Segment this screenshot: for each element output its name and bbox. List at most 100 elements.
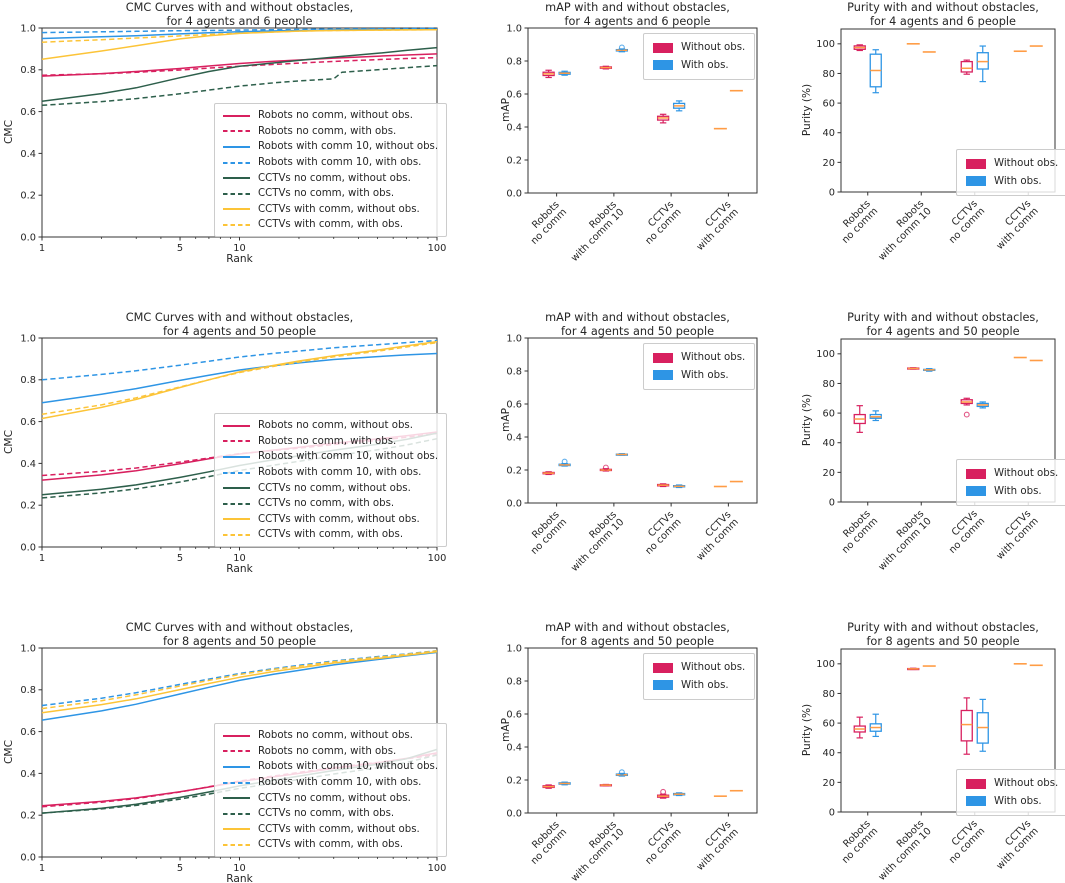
x-axis-label: Rank (226, 873, 253, 883)
legend-label: Robots no comm, with obs. (258, 125, 397, 137)
legend-item: Robots with comm 10, with obs. (223, 775, 438, 791)
legend-item: CCTVs no comm, with obs. (223, 806, 438, 822)
y-tick-label: 0.4 (20, 149, 36, 160)
series-line (41, 28, 438, 43)
x-axis-label: Rank (226, 563, 253, 575)
legend-item: CCTVs with comm, without obs. (223, 822, 438, 838)
legend-line-swatch (223, 223, 250, 226)
y-tick-label: 0.4 (506, 122, 522, 133)
x-tick-label: 5 (177, 553, 183, 564)
legend-label: With obs. (994, 795, 1042, 807)
y-tick-label: 80 (823, 69, 835, 80)
y-tick-label: 0.0 (506, 808, 522, 819)
legend-label: Robots with comm 10, with obs. (258, 467, 422, 479)
y-tick-label: 0.0 (20, 542, 36, 553)
chart-title: mAP with and without obstacles, for 4 ag… (545, 1, 730, 28)
legend-item: With obs. (653, 367, 745, 385)
y-tick-label: 0.4 (506, 742, 522, 753)
x-tick-label: 10 (233, 243, 245, 254)
legend-item: CCTVs no comm, without obs. (223, 170, 438, 186)
category-label: Robotswith comm 10 (869, 818, 934, 883)
x-tick-label: 10 (233, 553, 245, 564)
legend-label: CCTVs with comm, without obs. (258, 203, 420, 215)
x-tick-label: 10 (233, 863, 245, 874)
y-tick-label: 0.0 (20, 852, 36, 863)
category-label: Robotsno comm (833, 818, 881, 866)
y-tick-label: 0.2 (20, 501, 36, 512)
category-label: CCTVswith comm (987, 818, 1041, 872)
y-tick-label: 0.6 (506, 89, 522, 100)
y-tick-label: 0.8 (506, 366, 522, 377)
legend-label: Robots with comm 10, without obs. (258, 761, 439, 773)
boxplot-box (960, 60, 973, 73)
series-line (41, 28, 438, 61)
legend: Without obs. With obs. (643, 343, 756, 390)
y-tick-label: 60 (823, 408, 835, 419)
y-tick-label: 0.8 (20, 685, 36, 696)
x-tick-label: 1 (39, 243, 45, 254)
y-tick-label: 0 (829, 187, 835, 198)
legend-item: With obs. (966, 793, 1058, 811)
legend-label: CCTVs no comm, without obs. (258, 172, 411, 184)
legend-item: With obs. (966, 173, 1058, 191)
legend-label: Without obs. (681, 42, 746, 54)
legend-line-swatch (223, 781, 250, 784)
legend-label: CCTVs with comm, with obs. (258, 529, 404, 541)
x-tick-label: 1 (39, 553, 45, 564)
subplot-cmc-4agents-50people: CMC Curves with and without obstacles, f… (0, 310, 470, 620)
category-label: CCTVsno comm (940, 198, 988, 246)
legend-item: Without obs. (966, 155, 1058, 173)
legend-label: CCTVs with comm, with obs. (258, 219, 404, 231)
category-label: CCTVswith comm (987, 508, 1041, 562)
legend-label: With obs. (681, 369, 729, 381)
legend-item: With obs. (653, 677, 745, 695)
subplot-map-4agents-50people: mAP with and without obstacles, for 4 ag… (500, 310, 790, 620)
legend-item: CCTVs no comm, with obs. (223, 186, 438, 202)
y-tick-label: 80 (823, 689, 835, 700)
legend: Robots no comm, without obs. Robots no co… (214, 103, 448, 237)
plot-area: 0 20 40 60 80 100 Robotsno comm Robotswith comm… (816, 28, 1056, 263)
y-tick-label: 0.8 (506, 676, 522, 687)
legend-label: Without obs. (681, 662, 746, 674)
legend-color-swatch (653, 352, 673, 363)
y-tick-label: 0.4 (20, 769, 36, 780)
category-label: CCTVswith comm (687, 819, 741, 873)
legend-line-swatch (223, 145, 250, 148)
legend-line-swatch (223, 177, 250, 180)
legend-item: Robots with comm 10, without obs. (223, 139, 438, 155)
series-line (41, 432, 438, 477)
legend-item: CCTVs no comm, without obs. (223, 480, 438, 496)
y-tick-label: 20 (823, 468, 835, 479)
legend-item: With obs. (653, 57, 745, 75)
legend-color-swatch (653, 680, 673, 691)
y-tick-label: 0.8 (20, 65, 36, 76)
y-tick-label: 100 (816, 659, 835, 670)
y-tick-label: 0.4 (20, 459, 36, 470)
y-tick-label: 20 (823, 778, 835, 789)
legend-item: Robots no comm, without obs. (223, 108, 438, 124)
category-label: Robotsno comm (522, 509, 570, 557)
legend-line-swatch (223, 130, 250, 133)
y-tick-label: 100 (816, 349, 835, 360)
chart-title: mAP with and without obstacles, for 4 ag… (545, 311, 730, 338)
legend-line-swatch (223, 797, 250, 800)
plot-area: 0.0 0.2 0.4 0.6 0.8 1.0 Robotsno comm Robotswit… (506, 23, 758, 264)
legend-line-swatch (223, 455, 250, 458)
legend: Without obs. With obs. (956, 149, 1065, 196)
legend-line-swatch (223, 487, 250, 490)
plot-area: 0.0 0.2 0.4 0.6 0.8 1.0 1 5 10 100 (20, 333, 446, 564)
y-tick-label: 1.0 (506, 23, 522, 34)
legend-item: CCTVs no comm, without obs. (223, 790, 438, 806)
y-tick-label: 0 (829, 497, 835, 508)
legend-label: Without obs. (681, 352, 746, 364)
x-tick-label: 5 (177, 863, 183, 874)
legend-label: Robots no comm, without obs. (258, 110, 413, 122)
y-tick-label: 1.0 (506, 333, 522, 344)
subplot-cmc-4agents-6people: CMC Curves with and without obstacles, f… (0, 0, 470, 310)
y-tick-label: 0.8 (20, 375, 36, 386)
x-axis-label: Rank (226, 253, 253, 265)
subplot-purity-8agents-50people: Purity with and without obstacles, for 8… (790, 620, 1065, 883)
boxplot-flier (660, 788, 667, 795)
legend-item: Robots no comm, with obs. (223, 434, 438, 450)
series-line (41, 437, 438, 499)
